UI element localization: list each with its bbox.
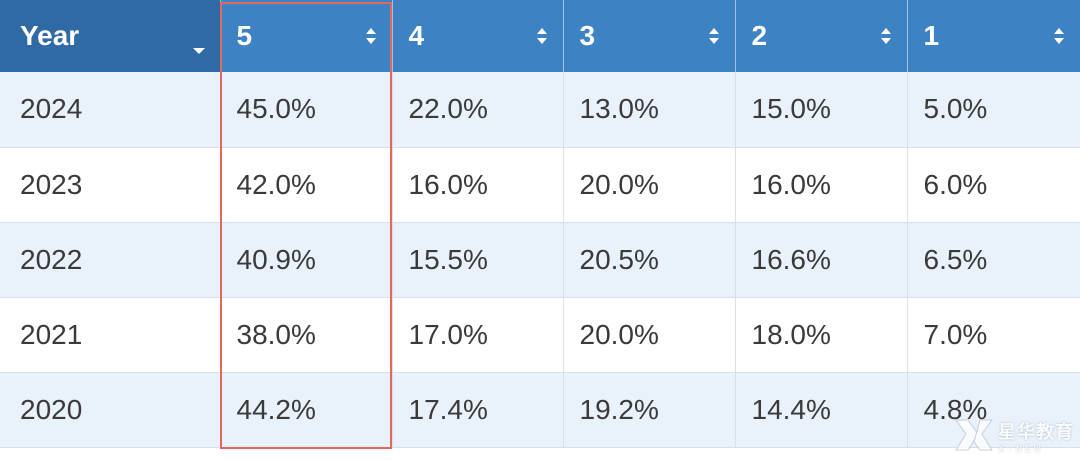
- sort-icon[interactable]: [535, 26, 549, 46]
- x-logo-icon: [952, 416, 996, 456]
- column-header-label: 3: [579, 20, 596, 51]
- table-row: 2021 38.0% 17.0% 20.0% 18.0% 7.0%: [0, 297, 1080, 373]
- cell-year: 2022: [0, 222, 221, 298]
- column-header-4[interactable]: 4: [392, 0, 564, 72]
- column-header-2[interactable]: 2: [735, 0, 908, 72]
- table-row: 2022 40.9% 15.5% 20.5% 16.6% 6.5%: [0, 222, 1080, 298]
- cell-value: 16.0%: [392, 147, 564, 223]
- column-header-label: 1: [923, 20, 940, 51]
- column-header-year[interactable]: Year: [0, 0, 221, 72]
- cell-value: 15.5%: [392, 222, 564, 298]
- column-header-label: 4: [408, 20, 425, 51]
- watermark-text-en: X-NEW: [998, 443, 1044, 455]
- cell-value: 45.0%: [220, 72, 393, 148]
- cell-value: 38.0%: [220, 297, 393, 373]
- cell-value: 17.4%: [392, 372, 564, 448]
- cell-value: 18.0%: [735, 297, 908, 373]
- cell-value: 22.0%: [392, 72, 564, 148]
- watermark-text-cn: 星华教育: [998, 421, 1074, 443]
- cell-value: 20.0%: [563, 147, 736, 223]
- watermark-text: 星华教育 X-NEW: [998, 418, 1074, 455]
- cell-value: 5.0%: [907, 72, 1080, 148]
- cell-year: 2020: [0, 372, 221, 448]
- table-row: 2024 45.0% 22.0% 13.0% 15.0% 5.0%: [0, 72, 1080, 148]
- column-header-label: Year: [20, 20, 80, 51]
- caret-down-icon[interactable]: [192, 31, 206, 54]
- cell-value: 15.0%: [735, 72, 908, 148]
- watermark: 星华教育 X-NEW: [952, 416, 1074, 456]
- sort-icon[interactable]: [707, 26, 721, 46]
- cell-value: 42.0%: [220, 147, 393, 223]
- table-header-row: Year 5 4: [0, 0, 1080, 72]
- cell-value: 4.8%: [907, 372, 1080, 448]
- cell-value: 13.0%: [563, 72, 736, 148]
- cell-value: 19.2%: [563, 372, 736, 448]
- cell-value: 6.0%: [907, 147, 1080, 223]
- table-row: 2020 44.2% 17.4% 19.2% 14.4% 4.8%: [0, 372, 1080, 448]
- cell-value: 20.5%: [563, 222, 736, 298]
- cell-year: 2024: [0, 72, 221, 148]
- column-header-1[interactable]: 1: [907, 0, 1080, 72]
- cell-value: 40.9%: [220, 222, 393, 298]
- sort-icon[interactable]: [879, 26, 893, 46]
- cell-value: 7.0%: [907, 297, 1080, 373]
- column-header-5[interactable]: 5: [220, 0, 393, 72]
- cell-value: 6.5%: [907, 222, 1080, 298]
- cell-value: 16.0%: [735, 147, 908, 223]
- column-header-label: 2: [751, 20, 768, 51]
- cell-value: 20.0%: [563, 297, 736, 373]
- cell-year: 2021: [0, 297, 221, 373]
- sort-icon[interactable]: [364, 26, 378, 46]
- cell-value: 17.0%: [392, 297, 564, 373]
- cell-year: 2023: [0, 147, 221, 223]
- cell-value: 16.6%: [735, 222, 908, 298]
- data-table: Year 5 4: [0, 0, 1080, 448]
- column-header-label: 5: [236, 20, 253, 51]
- column-header-3[interactable]: 3: [563, 0, 736, 72]
- table-row: 2023 42.0% 16.0% 20.0% 16.0% 6.0%: [0, 147, 1080, 223]
- cell-value: 44.2%: [220, 372, 393, 448]
- sort-icon[interactable]: [1052, 26, 1066, 46]
- cell-value: 14.4%: [735, 372, 908, 448]
